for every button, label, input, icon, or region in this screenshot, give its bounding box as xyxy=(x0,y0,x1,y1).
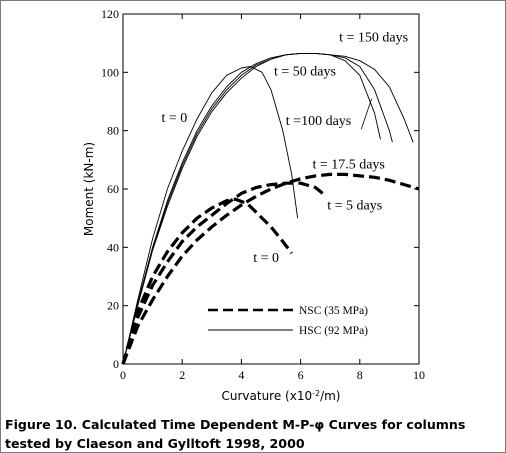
x-axis-label-sup: -2 xyxy=(312,389,320,398)
caption-line-1: Figure 10. Calculated Time Dependent M-P… xyxy=(5,417,466,432)
annotation-label: t = 150 days xyxy=(339,31,408,46)
x-tick-label: 0 xyxy=(120,368,126,382)
series-lines xyxy=(121,52,420,365)
y-tick-label: 40 xyxy=(107,240,119,254)
y-tick-label: 0 xyxy=(113,357,119,371)
annotations: t = 150 days t = 50 days t =100 days t = 0 t… xyxy=(161,31,408,266)
series-line-nsc-t-17-5-days xyxy=(121,172,420,365)
x-tick-label: 4 xyxy=(238,368,244,382)
annotation-label: t = 0 xyxy=(253,251,279,266)
annotation-leader-line xyxy=(360,98,373,130)
series-line-hsc-t-0 xyxy=(122,66,299,365)
annotation-label: t = 0 xyxy=(161,111,187,126)
x-axis-ticks: 0 2 4 6 8 10 xyxy=(120,14,425,382)
figure-caption: Figure 10. Calculated Time Dependent M-P… xyxy=(5,415,505,453)
x-tick-label: 6 xyxy=(298,368,304,382)
series-line-nsc-t-0 xyxy=(121,197,293,365)
y-axis-ticks: 0 20 40 60 80 100 120 xyxy=(101,7,419,371)
legend-label-nsc: NSC (35 MPa) xyxy=(299,305,368,317)
y-axis-label: Moment (kN-m) xyxy=(82,142,96,236)
x-tick-label: 2 xyxy=(179,368,185,382)
series-line-hsc-t-100-days xyxy=(122,52,393,365)
y-tick-label: 20 xyxy=(107,299,119,313)
series-line-hsc-t-150-days xyxy=(122,52,414,365)
x-axis-label: Curvature (x10-2/m) xyxy=(221,389,340,403)
y-tick-label: 100 xyxy=(101,65,119,79)
annotation-label: t = 5 days xyxy=(327,198,382,213)
x-axis-label-main: Curvature (x10 xyxy=(221,389,312,403)
legend: NSC (35 MPa) HSC (92 MPa) xyxy=(208,305,368,337)
annotation-label: t = 17.5 days xyxy=(312,158,384,173)
series-line-nsc-t-5-days xyxy=(121,181,326,365)
y-tick-label: 120 xyxy=(101,7,119,21)
y-tick-label: 80 xyxy=(107,124,119,138)
legend-label-hsc: HSC (92 MPa) xyxy=(299,325,368,337)
x-axis-label-tail: /m) xyxy=(320,389,340,403)
x-tick-label: 10 xyxy=(413,368,425,382)
caption-line-2: tested by Claeson and Gylltoft 1998, 200… xyxy=(5,436,305,451)
y-tick-label: 60 xyxy=(107,182,119,196)
annotation-label: t =100 days xyxy=(286,114,351,129)
x-tick-label: 8 xyxy=(357,368,363,382)
series-line-hsc-t-50-days xyxy=(122,52,381,365)
annotation-label: t = 50 days xyxy=(274,64,336,79)
annotation-leaders xyxy=(360,98,373,130)
